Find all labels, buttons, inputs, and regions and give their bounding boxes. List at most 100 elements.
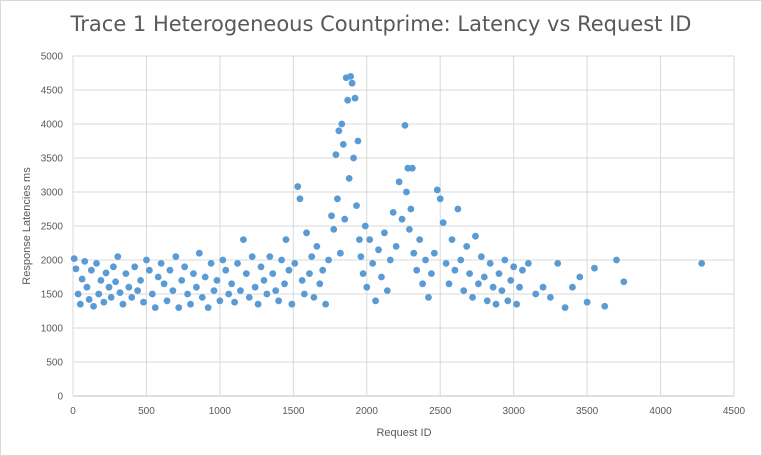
data-point — [306, 270, 313, 277]
data-point — [457, 256, 465, 264]
data-point — [433, 186, 441, 194]
data-point — [583, 298, 591, 306]
data-point — [430, 249, 438, 257]
data-point — [460, 287, 468, 294]
data-point — [576, 273, 584, 281]
data-point — [442, 260, 450, 267]
data-point — [216, 297, 224, 305]
data-point — [107, 294, 115, 301]
x-tick-label: 3000 — [503, 406, 526, 417]
data-point — [105, 283, 113, 291]
data-point — [504, 297, 512, 305]
y-axis-label: Response Latencies ms — [21, 167, 33, 285]
data-point — [157, 260, 165, 267]
data-point — [178, 277, 186, 284]
data-point — [477, 253, 485, 260]
data-point — [263, 290, 271, 298]
data-point — [95, 290, 103, 298]
data-point — [160, 280, 168, 288]
data-point — [407, 205, 415, 213]
data-point — [483, 297, 491, 305]
data-point — [109, 263, 117, 271]
data-point — [492, 300, 500, 308]
data-point — [231, 298, 238, 306]
data-point — [234, 260, 241, 267]
data-point — [335, 127, 343, 135]
data-point — [172, 253, 180, 260]
data-point — [448, 236, 456, 244]
data-point — [439, 219, 447, 227]
data-point — [242, 270, 250, 277]
data-point — [134, 287, 142, 294]
data-point — [386, 256, 394, 264]
data-point — [122, 270, 130, 277]
data-point — [248, 253, 256, 260]
data-point — [532, 290, 540, 298]
data-point — [119, 300, 127, 308]
data-point — [228, 280, 236, 288]
data-point — [288, 300, 296, 308]
data-point — [100, 298, 108, 306]
y-tick-label: 3500 — [41, 154, 64, 165]
data-point — [389, 209, 397, 216]
data-point — [143, 256, 150, 264]
data-point — [285, 266, 293, 274]
data-point — [166, 266, 174, 274]
data-point — [338, 120, 346, 128]
data-point — [486, 260, 494, 267]
data-point — [336, 249, 344, 257]
data-point — [184, 290, 191, 298]
data-point — [561, 304, 569, 311]
data-point — [251, 283, 259, 291]
data-point — [328, 212, 335, 220]
data-point — [369, 260, 377, 267]
data-point — [291, 260, 299, 267]
data-point — [466, 270, 473, 277]
data-point — [332, 151, 340, 159]
data-point — [72, 265, 80, 273]
data-point — [359, 270, 367, 277]
data-point — [469, 294, 476, 301]
data-point — [192, 283, 200, 291]
data-point — [351, 94, 359, 102]
y-tick-label: 1500 — [41, 290, 64, 301]
chart-title: Trace 1 Heterogeneous Countprime: Latenc… — [70, 12, 692, 36]
data-point — [137, 277, 144, 284]
data-point — [257, 263, 265, 271]
data-point — [539, 283, 547, 291]
data-point — [334, 195, 341, 203]
data-point — [524, 260, 532, 267]
data-point — [569, 283, 576, 291]
data-point — [519, 266, 526, 274]
data-point — [181, 263, 189, 271]
data-point — [269, 270, 277, 277]
data-point — [510, 263, 518, 271]
y-tick-label: 4500 — [41, 86, 64, 97]
data-point — [410, 249, 418, 257]
data-point — [698, 260, 706, 267]
data-point — [245, 294, 253, 301]
data-point — [319, 266, 327, 274]
data-point — [281, 280, 288, 288]
data-point — [222, 266, 230, 274]
data-point — [344, 96, 352, 104]
data-point — [413, 266, 421, 274]
data-point — [516, 283, 523, 291]
data-point — [239, 236, 247, 244]
data-point — [620, 278, 628, 286]
data-point — [112, 278, 119, 286]
data-point — [148, 290, 156, 298]
data-point — [140, 298, 147, 306]
data-point — [198, 294, 206, 301]
data-points — [70, 73, 706, 311]
data-point — [330, 226, 338, 233]
data-point — [498, 287, 506, 294]
data-point — [422, 256, 429, 264]
data-point — [425, 294, 432, 301]
data-point — [405, 226, 413, 233]
data-point — [383, 287, 391, 294]
data-point — [363, 283, 371, 291]
data-point — [378, 273, 385, 281]
y-tick-label: 2500 — [41, 222, 64, 233]
